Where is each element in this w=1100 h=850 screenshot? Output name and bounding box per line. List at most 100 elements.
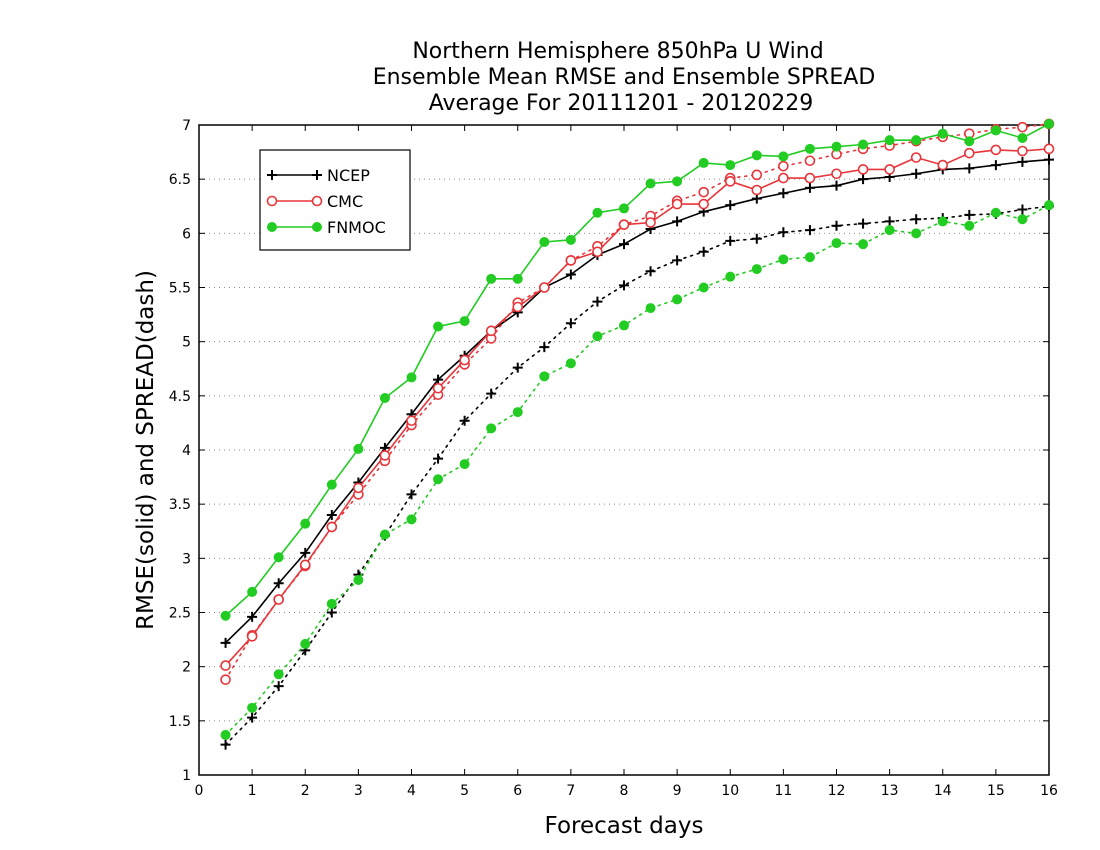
spread-point-fnmoc-23	[831, 238, 842, 249]
rmse-point-cmc-31	[1043, 143, 1055, 155]
rmse-point-fnmoc-23	[831, 141, 842, 152]
rmse-point-cmc-0	[220, 660, 231, 671]
y-tick-label-2: 2	[182, 660, 191, 676]
spread-point-fnmoc-8	[433, 474, 444, 485]
legend-label-fnmoc: FNMOC	[327, 218, 386, 237]
y-tick-label-8: 5	[182, 335, 191, 351]
rmse-point-cmc-16	[645, 217, 656, 228]
spread-point-ncep-1	[247, 712, 258, 723]
spread-point-ncep-7	[406, 489, 417, 500]
rmse-point-fnmoc-8	[433, 321, 444, 332]
x-axis-label: Forecast days	[545, 813, 704, 839]
x-tick-label-1: 1	[248, 783, 257, 799]
rmse-point-ncep-1	[247, 611, 258, 622]
rmse-point-fnmoc-30	[1017, 133, 1028, 143]
rmse-point-ncep-21	[778, 188, 789, 199]
rmse-point-fnmoc-28	[964, 136, 975, 147]
spread-point-fnmoc-9	[459, 459, 470, 470]
spread-point-fnmoc-20	[751, 264, 762, 275]
legend-label-cmc: CMC	[327, 192, 363, 211]
spread-point-ncep-18	[698, 246, 709, 257]
rmse-point-fnmoc-19	[725, 160, 736, 171]
spread-point-ncep-19	[725, 235, 736, 246]
rmse-point-cmc-9	[459, 354, 470, 366]
rmse-point-fnmoc-17	[672, 176, 683, 187]
spread-point-fnmoc-24	[858, 239, 869, 250]
rmse-point-ncep-13	[565, 269, 576, 280]
spread-point-ncep-25	[884, 216, 895, 227]
rmse-point-cmc-30	[1017, 145, 1028, 157]
rmse-point-fnmoc-10	[486, 273, 497, 284]
title-line-2: Ensemble Mean RMSE and Ensemble SPREAD	[373, 65, 876, 90]
y-tick-label-0: 1	[182, 768, 191, 784]
y-tick-label-4: 3	[182, 551, 191, 567]
rmse-point-cmc-19	[724, 176, 736, 187]
rmse-point-ncep-17	[672, 216, 683, 227]
spread-point-fnmoc-5	[353, 575, 364, 585]
x-tick-label-3: 3	[354, 783, 363, 799]
rmse-point-ncep-31	[1044, 154, 1054, 165]
legend-marker-right-ncep	[312, 170, 322, 180]
spread-point-fnmoc-28	[964, 220, 975, 231]
rmse-point-ncep-28	[964, 163, 975, 174]
rmse-point-cmc-6	[379, 450, 391, 461]
y-tick-label-5: 3.5	[169, 497, 191, 513]
spread-point-ncep-4	[326, 607, 337, 618]
rmse-point-fnmoc-27	[937, 128, 948, 139]
spread-point-fnmoc-2	[273, 669, 284, 680]
y-tick-label-1: 1.5	[169, 714, 191, 730]
spread-point-fnmoc-30	[1017, 214, 1028, 225]
rmse-point-fnmoc-20	[751, 150, 762, 161]
rmse-point-fnmoc-21	[778, 151, 789, 162]
rmse-point-cmc-21	[778, 172, 789, 184]
rmse-point-fnmoc-3	[300, 518, 311, 529]
rmse-point-fnmoc-9	[459, 316, 470, 327]
spread-point-fnmoc-18	[698, 282, 709, 293]
spread-line-fnmoc	[224, 204, 1050, 736]
spread-point-fnmoc-31	[1044, 200, 1054, 211]
rmse-point-fnmoc-26	[911, 135, 922, 146]
legend-label-ncep: NCEP	[327, 166, 370, 185]
rmse-point-ncep-2	[273, 578, 284, 589]
rmse-point-fnmoc-4	[326, 479, 337, 490]
legend: NCEP CMC FNMOC	[259, 149, 411, 251]
rmse-point-cmc-25	[884, 164, 895, 175]
spread-point-cmc-20	[751, 169, 763, 181]
spread-point-ncep-21	[778, 227, 789, 238]
spread-point-cmc-0	[220, 674, 231, 685]
spread-point-ncep-0	[220, 739, 231, 750]
y-tick-label-10: 6	[182, 226, 191, 242]
spread-point-fnmoc-29	[990, 207, 1001, 218]
rmse-point-fnmoc-6	[379, 393, 390, 403]
spread-point-fnmoc-25	[884, 225, 895, 236]
rmse-point-cmc-2	[273, 594, 284, 605]
rmse-point-fnmoc-16	[645, 178, 656, 189]
rmse-point-cmc-17	[671, 198, 683, 210]
rmse-point-cmc-5	[353, 482, 364, 494]
rmse-point-cmc-27	[937, 159, 949, 171]
series-fnmoc	[220, 118, 1054, 740]
rmse-point-ncep-4	[326, 510, 337, 520]
rmse-point-fnmoc-31	[1044, 118, 1054, 129]
rmse-point-fnmoc-7	[406, 372, 417, 383]
spread-point-fnmoc-3	[300, 638, 311, 649]
rmse-point-ncep-23	[831, 180, 842, 191]
x-tick-label-2: 2	[301, 783, 310, 799]
spread-point-cmc-30	[1017, 121, 1028, 133]
legend-marker-left-ncep	[267, 170, 277, 180]
y-tick-label-6: 4	[182, 443, 191, 459]
spread-point-ncep-22	[804, 225, 815, 236]
rmse-point-cmc-28	[964, 147, 975, 159]
rmse-point-cmc-12	[539, 282, 550, 293]
x-tick-label-16: 16	[1040, 783, 1058, 799]
rmse-point-fnmoc-5	[353, 443, 364, 454]
rmse-point-ncep-29	[990, 160, 1001, 171]
x-tick-label-11: 11	[774, 783, 792, 799]
rmse-point-fnmoc-29	[990, 125, 1001, 136]
rmse-point-ncep-15	[619, 239, 629, 250]
x-tick-label-15: 15	[987, 783, 1005, 799]
spread-point-fnmoc-12	[539, 371, 550, 382]
spread-point-ncep-26	[911, 214, 922, 225]
x-tick-label-12: 12	[828, 783, 846, 799]
